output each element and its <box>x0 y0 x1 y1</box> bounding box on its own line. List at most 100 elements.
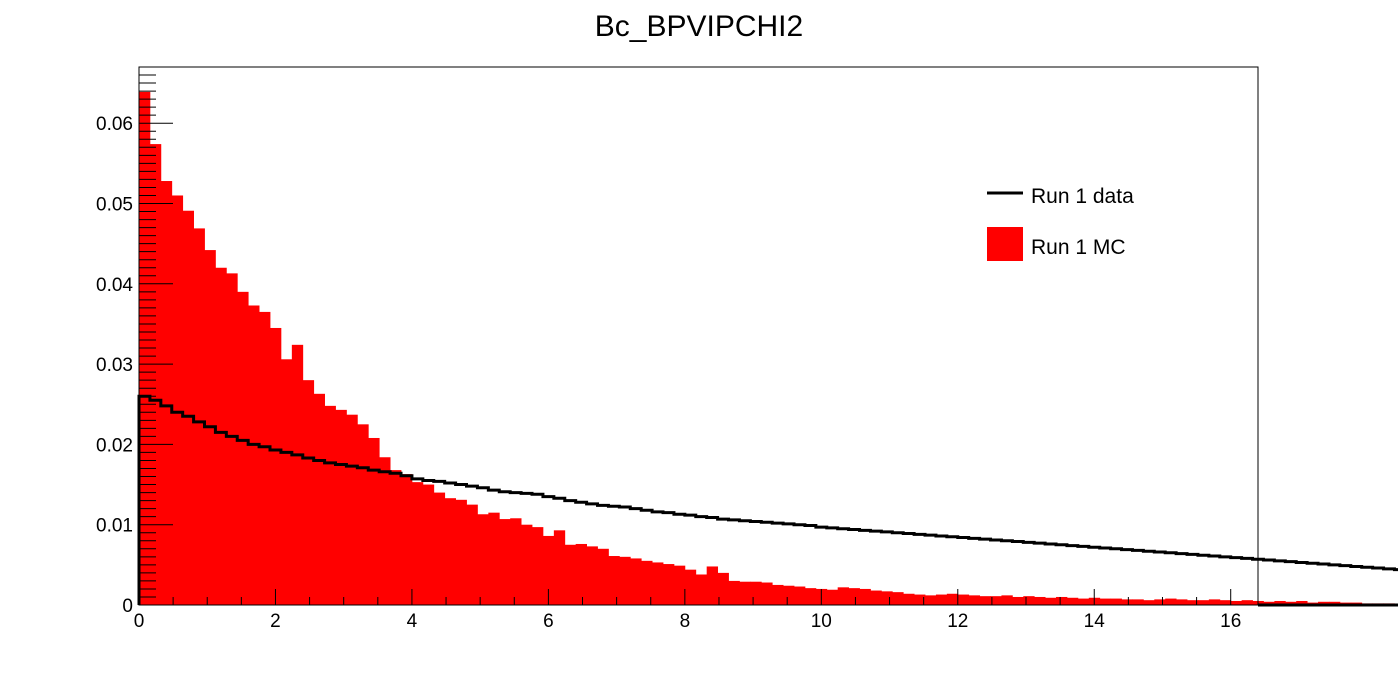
mc-bar <box>903 593 915 605</box>
plot-frame <box>138 66 1259 606</box>
mc-bar <box>783 585 795 605</box>
mc-bar <box>1099 598 1112 605</box>
mc-bar <box>357 424 369 605</box>
mc-bar <box>411 482 424 605</box>
mc-bar <box>1274 600 1286 605</box>
x-tick-label: 6 <box>543 611 554 632</box>
mc-bar <box>586 546 598 605</box>
x-tick-label: 10 <box>811 611 832 632</box>
mc-bar <box>499 519 511 605</box>
mc-bar <box>728 580 740 605</box>
mc-bar <box>521 524 533 605</box>
mc-bar <box>193 228 205 605</box>
mc-bar <box>794 586 806 605</box>
legend-label-data: Run 1 data <box>1031 185 1134 208</box>
mc-bar <box>663 564 675 605</box>
mc-bar <box>1328 601 1341 605</box>
mc-bar <box>892 592 904 605</box>
mc-bar <box>390 470 402 605</box>
mc-bar <box>422 484 435 605</box>
mc-bar <box>673 565 686 605</box>
x-tick-label: 4 <box>407 611 418 632</box>
mc-bar <box>925 595 937 605</box>
mc-bar <box>706 566 719 605</box>
mc-bar <box>717 572 729 605</box>
mc-bar <box>433 492 446 605</box>
mc-bar <box>346 414 358 605</box>
mc-bar <box>1121 599 1133 605</box>
mc-bar <box>1012 596 1024 605</box>
y-axis: 0 0.01 0.02 0.03 0.04 0.05 0.06 <box>96 74 173 617</box>
y-tick-label: 0.03 <box>96 355 133 376</box>
mc-bar <box>684 569 697 605</box>
mc-bar <box>1066 597 1079 605</box>
mc-bar <box>957 594 970 605</box>
mc-bar <box>750 581 762 605</box>
mc-bar <box>641 560 653 605</box>
x-tick-label: 14 <box>1084 611 1106 632</box>
mc-bar <box>1034 596 1046 605</box>
mc-bar <box>968 595 981 605</box>
y-tick-label: 0.04 <box>96 275 133 296</box>
mc-bar <box>597 548 609 605</box>
mc-bar <box>280 359 293 605</box>
mc-bar <box>837 587 850 605</box>
legend-swatch-mc <box>987 227 1023 261</box>
mc-bar <box>532 527 544 605</box>
mc-bar <box>302 380 315 605</box>
x-axis: 0 2 4 6 8 10 12 14 16 <box>134 589 1241 632</box>
mc-bar <box>761 582 773 605</box>
mc-bar <box>1318 601 1330 605</box>
mc-bar <box>466 504 478 605</box>
y-tick-label: 0.05 <box>96 195 133 216</box>
mc-bar <box>1045 597 1057 605</box>
mc-bar <box>1241 600 1253 605</box>
y-tick-label: 0.02 <box>96 435 133 456</box>
x-tick-label: 12 <box>947 611 968 632</box>
mc-histogram-bars <box>139 91 1398 606</box>
mc-bar <box>313 393 325 605</box>
x-tick-label: 16 <box>1220 611 1241 632</box>
mc-bar <box>739 581 751 605</box>
mc-bar <box>379 457 391 605</box>
mc-bar <box>804 588 817 605</box>
y-tick-label: 0 <box>122 596 133 617</box>
mc-bar <box>1263 601 1275 605</box>
mc-bar <box>368 437 380 605</box>
mc-bar <box>226 273 238 605</box>
mc-bar <box>1154 599 1166 605</box>
mc-bar <box>826 589 839 605</box>
mc-bar <box>1208 599 1221 605</box>
mc-bar <box>914 594 926 605</box>
mc-bar <box>1285 601 1297 605</box>
mc-bar <box>630 558 642 605</box>
mc-bar <box>171 195 184 606</box>
legend: Run 1 data Run 1 MC <box>987 185 1134 261</box>
mc-bar <box>990 596 1002 605</box>
mc-bar <box>510 518 522 605</box>
mc-bar <box>444 498 456 605</box>
mc-bar <box>1187 600 1199 605</box>
data-step-line <box>137 394 1398 607</box>
x-tick-label: 8 <box>680 611 691 632</box>
y-tick-label: 0.01 <box>96 516 133 537</box>
mc-bar <box>1001 595 1013 605</box>
mc-bar <box>160 181 173 605</box>
mc-bar <box>182 210 194 606</box>
mc-bar <box>1296 600 1308 605</box>
mc-bar <box>575 543 587 605</box>
mc-bar <box>946 593 959 605</box>
x-tick-label: 2 <box>270 611 281 632</box>
chart-title: Bc_BPVIPCHI2 <box>595 10 803 43</box>
mc-bar <box>564 544 577 605</box>
mc-bar <box>455 499 467 605</box>
mc-bar <box>979 596 991 605</box>
mc-bar <box>401 474 413 605</box>
mc-bar <box>477 514 489 605</box>
mc-bar <box>1132 599 1144 605</box>
mc-bar <box>859 588 871 605</box>
mc-bar <box>1056 596 1068 605</box>
mc-bar <box>935 594 948 605</box>
mc-bar <box>1219 600 1232 605</box>
